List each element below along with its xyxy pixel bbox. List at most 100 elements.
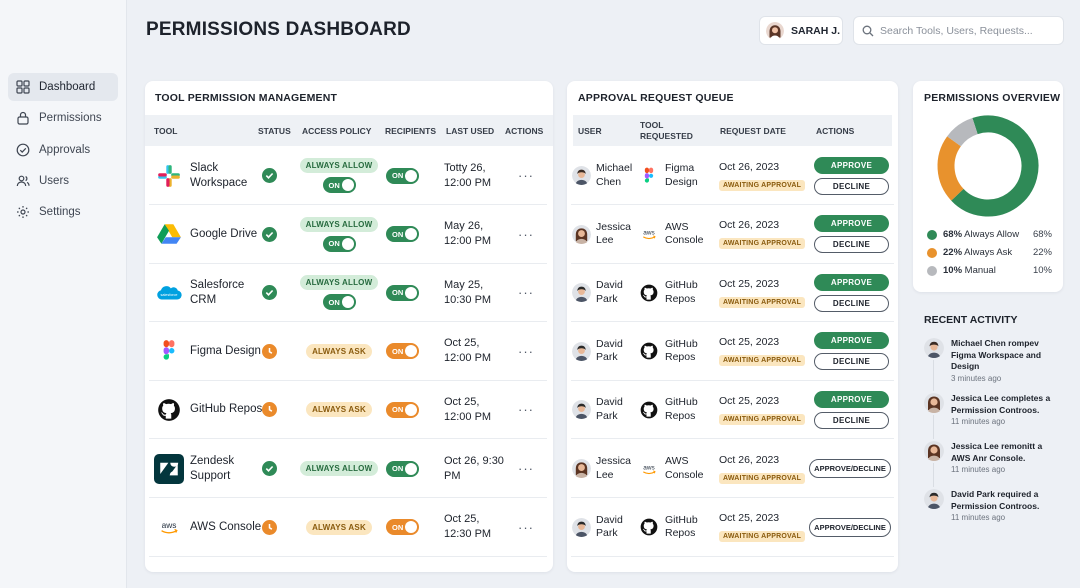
donut-slice-always-ask [937, 136, 964, 201]
sidebar-item-users[interactable]: Users [8, 167, 118, 195]
toggle-knob [405, 228, 417, 241]
status-badge: AWAITING APPROVAL [719, 413, 806, 425]
policy-pill[interactable]: ALWAYS ASK [306, 519, 372, 535]
decline-button[interactable]: DECLINE [814, 411, 889, 429]
requested-tool: GitHub Repos [637, 279, 717, 306]
recipients-toggle[interactable]: ON [386, 343, 419, 360]
requested-tool: Figma Design [637, 162, 717, 189]
policy-pill[interactable]: ALWAYS ALLOW [299, 461, 379, 476]
recipients-toggle[interactable]: ON [386, 167, 419, 184]
user-name: SARAH J. [791, 24, 841, 37]
row-actions-menu[interactable]: ··· [518, 461, 534, 476]
svg-text:aws: aws [643, 230, 654, 237]
zendesk-logo-icon [152, 452, 186, 486]
request-date: Oct 25, 2023 AWAITING APPROVAL [719, 511, 814, 543]
policy-pill[interactable]: ALWAYS ALLOW [299, 158, 379, 173]
recipients-toggle[interactable]: ON [386, 460, 419, 477]
table-row: aws AWS Console ALWAYS ASK ON Oct 25, 12… [149, 499, 547, 557]
decline-button[interactable]: DECLINE [814, 236, 889, 254]
policy-toggle[interactable]: ON [322, 177, 356, 193]
recent-activity-title: RECENT ACTIVITY [924, 314, 1018, 326]
salesforce-logo-icon: salesforce [152, 276, 186, 310]
activity-item[interactable]: David Park required a Permission Controo… [924, 489, 1064, 522]
activity-item[interactable]: Jessica Lee completes a Permission Contr… [924, 393, 1064, 426]
last-used: Oct 25, 12:30 PM [444, 513, 492, 541]
approve-button[interactable]: APPROVE [814, 390, 889, 408]
date-text: Oct 26, 2023 [719, 160, 780, 173]
approve-button[interactable]: APPROVE [814, 332, 889, 350]
status-badge: AWAITING APPROVAL [719, 355, 806, 367]
decline-button[interactable]: DECLINE [814, 353, 889, 371]
sidebar-item-label: Dashboard [39, 81, 96, 93]
recipients-toggle[interactable]: ON [386, 519, 419, 536]
approve-button[interactable]: APPROVE [814, 215, 889, 233]
tool-name: Figma Design [190, 344, 261, 357]
sidebar-item-permissions[interactable]: Permissions [8, 104, 118, 132]
policy-pill[interactable]: ALWAYS ASK [306, 402, 372, 418]
legend-percent: 68% [1032, 229, 1052, 240]
search-input[interactable] [880, 24, 1060, 37]
toggle-label: ON [392, 346, 404, 356]
policy-toggle[interactable]: ON [322, 235, 356, 252]
toggle-label: ON [328, 239, 340, 249]
user-menu[interactable]: SARAH J. [759, 16, 843, 45]
table-row: GitHub Repos ALWAYS ASK ON Oct 25, 12:00… [149, 381, 547, 440]
activity-item[interactable]: Michael Chen rompev Figma Workspace and … [924, 338, 1064, 383]
activity-item[interactable]: Jessica Lee remonitt a AWS Anr Console. … [924, 441, 1064, 474]
status-indicator [262, 461, 277, 476]
recipients-toggle[interactable]: ON [386, 284, 419, 301]
row-actions-menu[interactable]: ··· [518, 519, 534, 535]
last-used: May 26, 12:00 PM [444, 220, 492, 248]
legend-item: 68% Always Allow 68% [927, 229, 1052, 240]
search-box[interactable] [853, 16, 1064, 45]
row-actions-menu[interactable]: ··· [518, 168, 534, 183]
request-user: Jessica Lee [572, 221, 640, 248]
activity-body: David Park required a Permission Controo… [951, 489, 1061, 522]
status-indicator [262, 168, 277, 183]
svg-text:salesforce: salesforce [161, 292, 178, 296]
sidebar-item-approvals[interactable]: Approvals [8, 136, 118, 164]
tool-name: Slack Workspace [190, 161, 248, 189]
policy-toggle[interactable]: ON [322, 294, 356, 311]
row-actions-menu[interactable]: ··· [518, 226, 534, 242]
github-logo-icon [637, 515, 661, 539]
row-actions-menu[interactable]: ··· [518, 285, 534, 301]
decline-button[interactable]: DECLINE [814, 177, 889, 195]
row-actions-menu[interactable]: ··· [518, 343, 534, 359]
legend-swatch [927, 265, 937, 276]
sidebar-item-dashboard[interactable]: Dashboard [8, 73, 118, 101]
request-date: Oct 25, 2023 AWAITING APPROVAL [719, 394, 814, 426]
policy-pill[interactable]: ALWAYS ALLOW [299, 216, 379, 232]
approve-button[interactable]: APPROVE [814, 156, 889, 174]
table-row: salesforce Salesforce CRM ALWAYS ALLOW O… [149, 264, 547, 323]
recipients-toggle[interactable]: ON [386, 226, 419, 243]
status-indicator [262, 226, 277, 242]
date-text: Oct 25, 2023 [719, 277, 780, 290]
status-indicator [262, 343, 277, 359]
legend-text: Always Ask [964, 247, 1013, 258]
timeline-line [933, 415, 934, 439]
policy-pill[interactable]: ALWAYS ALLOW [299, 275, 379, 291]
policy-pill[interactable]: ALWAYS ASK [306, 343, 372, 359]
legend-item: 22% Always Ask 22% [927, 247, 1052, 258]
row-actions-menu[interactable]: ··· [518, 402, 534, 418]
sidebar: Dashboard Permissions Approvals Users Se… [0, 0, 127, 588]
github-logo-icon [637, 339, 661, 363]
sidebar-item-settings[interactable]: Settings [8, 198, 118, 226]
decline-button[interactable]: DECLINE [814, 294, 889, 312]
tool-name: GitHub Repos [665, 337, 698, 364]
tool-name: Google Drive [190, 227, 258, 240]
sidebar-item-label: Users [39, 174, 70, 187]
avatar [572, 341, 591, 361]
tool-permission-card: TOOL PERMISSION MANAGEMENT TOOL STATUS A… [145, 81, 553, 572]
approve-decline-button[interactable]: APPROVE/DECLINE [809, 459, 891, 478]
slack-logo-icon [152, 159, 186, 193]
requested-tool: aws AWS Console [637, 221, 717, 248]
status-badge: AWAITING APPROVAL [719, 296, 806, 308]
requested-tool: GitHub Repos [637, 514, 717, 541]
activity-body: Michael Chen rompev Figma Workspace and … [951, 338, 1061, 383]
approve-decline-button[interactable]: APPROVE/DECLINE [809, 517, 891, 537]
recipients-toggle[interactable]: ON [386, 401, 419, 418]
column-header: TOOL REQUESTED [640, 119, 693, 141]
approve-button[interactable]: APPROVE [814, 273, 889, 291]
